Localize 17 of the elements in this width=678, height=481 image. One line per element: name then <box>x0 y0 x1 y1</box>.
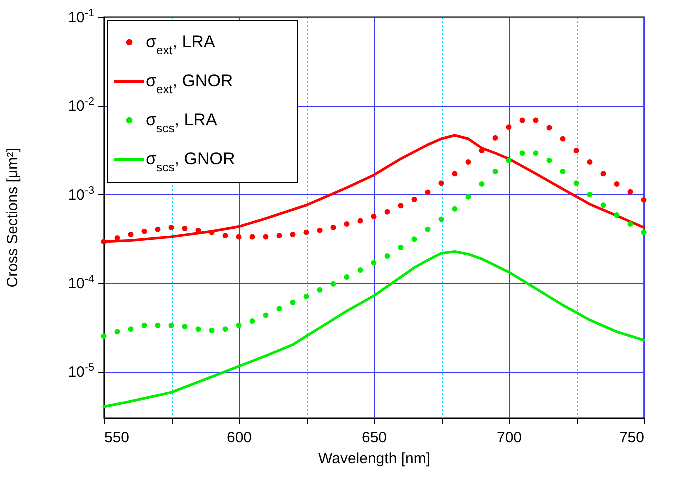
y-tick-label: 10$^{-2}$ <box>68 96 94 116</box>
line-series <box>102 250 646 408</box>
legend-label: σ$_{scs}$, LRA <box>146 110 218 136</box>
x-tick-label: 650 <box>362 430 388 446</box>
y-axis-title: Cross Sections [μm²] <box>4 148 22 288</box>
y-tick-label: 10$^{-5}$ <box>68 362 94 382</box>
legend-label: σ$_{ext}$, LRA <box>146 32 216 58</box>
y-tick-label: 10$^{-4}$ <box>68 273 94 292</box>
x-tick-label: 700 <box>496 430 522 446</box>
legend-label: σ$_{ext}$, GNOR <box>146 72 234 96</box>
x-tick-label: 600 <box>226 430 252 446</box>
y-tick-label: 10$^{-1}$ <box>68 8 94 26</box>
y-tick-label: 10$^{-3}$ <box>68 184 94 204</box>
legend-label: σ$_{scs}$, GNOR <box>146 150 236 174</box>
x-tick-label: 750 <box>619 430 644 446</box>
x-tick-label: 550 <box>104 430 130 446</box>
x-axis-title: Wavelength [nm] <box>318 450 430 468</box>
